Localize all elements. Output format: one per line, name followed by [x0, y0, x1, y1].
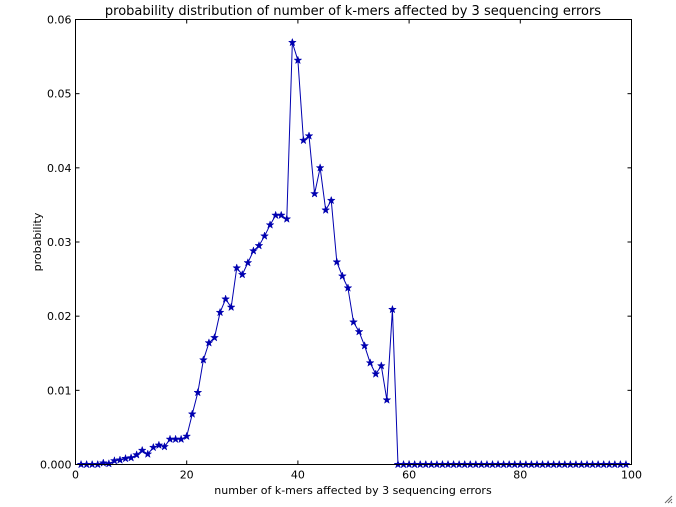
data-point-marker [237, 269, 247, 279]
data-point-marker [204, 338, 214, 347]
y-tick-label: 0.05 [47, 88, 72, 101]
data-point-marker [365, 358, 375, 367]
data-point-marker [198, 355, 208, 364]
data-point-marker [209, 332, 220, 342]
data-point-marker [310, 189, 320, 198]
data-point-marker [159, 441, 169, 451]
data-point-marker [221, 294, 231, 303]
x-tick-label: 80 [513, 469, 527, 482]
y-tick-label: 0.06 [47, 14, 72, 27]
data-point-marker [348, 317, 359, 326]
data-point-marker [132, 450, 142, 459]
x-tick-label: 100 [621, 469, 642, 482]
data-point-marker [215, 307, 225, 317]
data-point-marker [315, 163, 325, 172]
y-tick-label: 0.03 [47, 236, 72, 249]
data-point-marker [287, 37, 297, 47]
data-point-marker [298, 135, 308, 145]
data-point-marker [182, 431, 192, 441]
data-point-marker [104, 458, 114, 468]
data-point-marker [265, 220, 275, 229]
data-point-marker [154, 440, 164, 450]
data-point-marker [115, 455, 125, 464]
chart-title: probability distribution of number of k-… [105, 4, 601, 19]
y-tick-label: 0.000 [40, 459, 72, 472]
data-point-marker [176, 434, 186, 444]
tick-labels: 0 20 40 60 80 100 0.000 0.01 0.02 0.03 0.04 0.05 0.0… [40, 14, 642, 482]
y-axis-label: probability [31, 212, 44, 271]
data-point-marker [382, 395, 392, 404]
x-axis-label: number of k-mers affected by 3 sequencin… [214, 484, 492, 497]
data-point-marker [193, 387, 203, 397]
data-point-marker [371, 369, 381, 378]
data-point-marker [148, 442, 158, 452]
data-point-marker [337, 271, 347, 280]
y-tick-label: 0.02 [47, 310, 72, 323]
data-point-marker [293, 55, 303, 65]
data-point-marker [343, 283, 353, 292]
data-point-marker [226, 302, 236, 312]
x-tick-label: 0 [72, 469, 79, 482]
data-point-marker [387, 304, 397, 314]
data-point-marker [304, 131, 314, 140]
data-point-marker [243, 258, 253, 267]
data-point-marker [354, 326, 364, 336]
data-point-marker [137, 445, 147, 455]
data-point-marker [260, 231, 270, 240]
data-point-marker [376, 361, 386, 370]
x-tick-label: 20 [180, 469, 194, 482]
data-point-marker [276, 210, 286, 220]
data-point-marker [254, 240, 264, 250]
data-point-marker [232, 263, 242, 272]
data-point-marker [126, 453, 136, 462]
data-point-marker [143, 449, 153, 458]
data-point-marker [187, 409, 197, 418]
data-point-marker [321, 205, 331, 214]
data-point-marker [248, 246, 258, 255]
y-tick-label: 0.01 [47, 384, 72, 397]
x-tick-label: 60 [402, 469, 416, 482]
resize-grip-icon[interactable] [663, 494, 673, 504]
data-point-marker [282, 214, 292, 223]
data-point-marker [360, 341, 370, 350]
data-point-marker [326, 195, 336, 205]
y-tick-label: 0.04 [47, 162, 72, 175]
plot-frame [75, 19, 632, 465]
x-tick-label: 40 [291, 469, 305, 482]
data-point-marker [332, 257, 342, 266]
